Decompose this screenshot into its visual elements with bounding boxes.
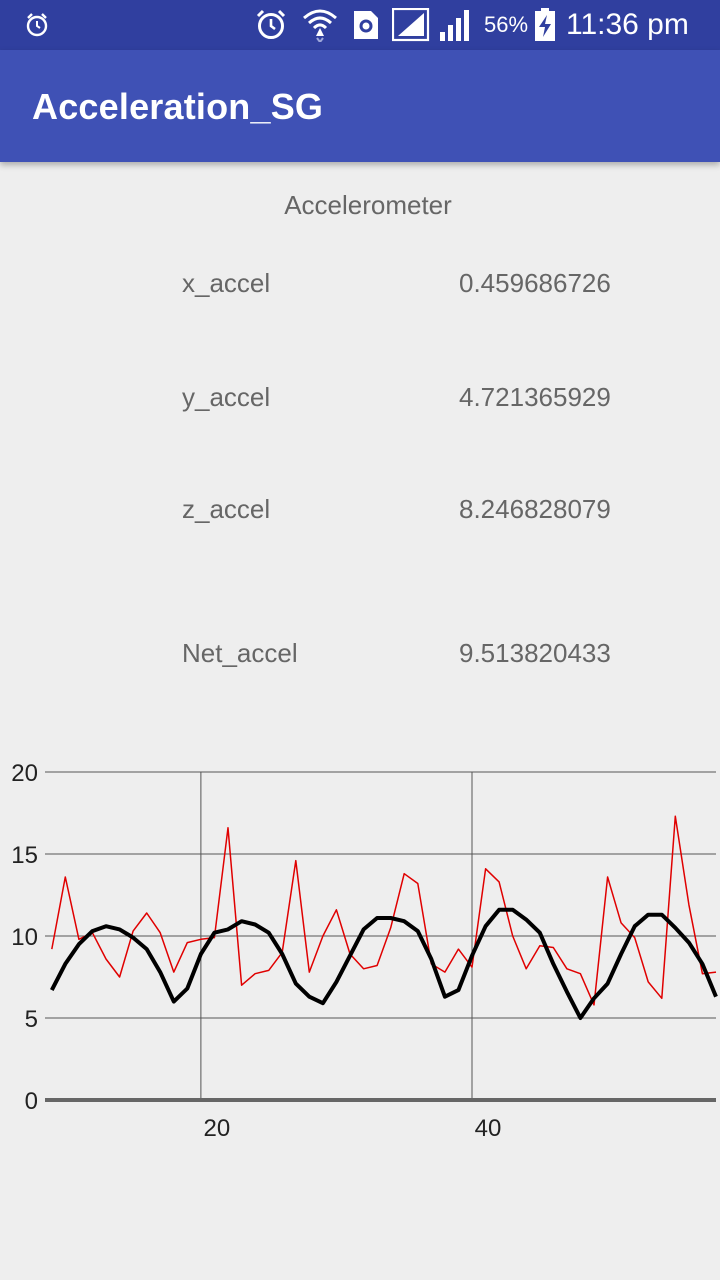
battery-charging-icon (534, 8, 556, 42)
status-bar: 56% 11:36 pm (0, 0, 720, 50)
alarm-clock-icon (254, 8, 288, 42)
signal-bars-2-icon (438, 8, 472, 42)
app-title: Acceleration_SG (32, 86, 324, 127)
y-tick-label: 10 (11, 924, 38, 951)
sim-icon (352, 9, 380, 41)
series-line-0 (51, 815, 717, 1006)
y-accel-value: 4.721365929 (459, 382, 611, 412)
alarm-small-icon (24, 12, 50, 38)
signal-bars-1-icon (392, 8, 430, 42)
series-line-1 (50, 907, 718, 1020)
z-accel-value: 8.246828079 (459, 494, 611, 524)
net-accel-value: 9.513820433 (459, 638, 611, 668)
net-accel-label: Net_accel (182, 638, 298, 668)
accelerometer-title: Accelerometer (284, 190, 452, 220)
x-accel-value: 0.459686726 (459, 268, 611, 298)
z-accel-label: z_accel (182, 494, 271, 524)
x-accel-label: x_accel (182, 268, 271, 298)
y-tick-label: 20 (11, 760, 38, 787)
acceleration-graph: 0 5 10 15 20 20 40 (11, 760, 718, 1142)
x-tick-label: 20 (204, 1115, 231, 1142)
y-accel-label: y_accel (182, 382, 271, 412)
wifi-icon (302, 6, 338, 42)
x-tick-label: 40 (475, 1115, 502, 1142)
app-bar: Acceleration_SG (0, 50, 720, 162)
clock-time: 11:36 pm (566, 8, 689, 41)
y-tick-label: 5 (25, 1006, 38, 1033)
battery-percent: 56% (484, 12, 529, 37)
y-tick-label: 0 (25, 1088, 38, 1115)
y-tick-label: 15 (11, 842, 38, 869)
